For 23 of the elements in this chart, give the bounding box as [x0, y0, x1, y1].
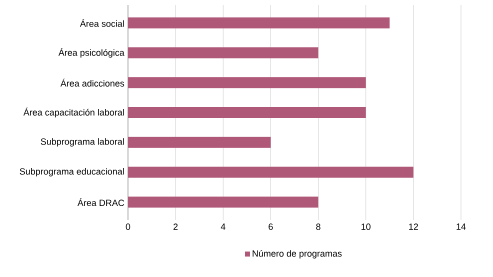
bar — [128, 166, 414, 178]
y-tick-label: Área psicológica — [58, 48, 124, 58]
bar — [128, 136, 271, 148]
y-tick-label: Área adicciones — [60, 78, 124, 87]
y-tick-label: Área social — [80, 18, 124, 27]
legend-label: Número de programas — [252, 250, 342, 258]
x-tick-label: 4 — [220, 224, 226, 230]
x-tick-label: 12 — [409, 224, 418, 230]
bar — [128, 17, 390, 28]
y-tick-label: Subprograma laboral — [40, 138, 124, 147]
y-tick-label: Subprograma educacional — [20, 168, 124, 176]
y-tick-label: Área DRAC — [77, 198, 124, 206]
x-tick-label: 6 — [268, 224, 273, 230]
x-tick-label: 2 — [174, 224, 178, 230]
y-tick-label: Área capacitación laboral — [23, 108, 124, 118]
x-tick-label: 10 — [362, 224, 371, 230]
bar — [128, 47, 318, 58]
bar — [128, 196, 318, 208]
bar — [128, 107, 366, 118]
x-tick-label: 14 — [456, 224, 466, 230]
x-tick-label: 8 — [316, 224, 320, 230]
bar — [128, 77, 366, 88]
x-tick-label: 0 — [126, 224, 130, 230]
